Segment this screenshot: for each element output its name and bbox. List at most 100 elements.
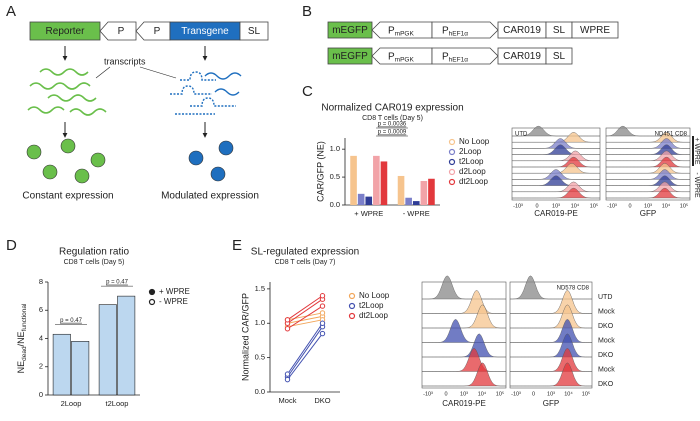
histogram: [510, 348, 592, 372]
legend-label: d2Loop: [459, 167, 486, 176]
construct-row: mEGFP PmPGK PhEF1α CAR019 SL: [327, 47, 573, 65]
histogram: [422, 333, 506, 358]
flow-donor: ND451 CD8: [655, 132, 688, 138]
promoter-label: PmPGK: [388, 25, 414, 37]
series-line: [287, 322, 323, 375]
point: [284, 376, 291, 383]
point: [284, 371, 291, 377]
bar: [117, 295, 136, 396]
panel-letter: B: [302, 3, 312, 20]
histogram: [512, 169, 600, 180]
protein-green: [26, 138, 106, 184]
histogram: [606, 156, 690, 168]
flow-tick-label: 0: [535, 203, 538, 209]
flow-tick-label: 10⁴: [564, 390, 573, 397]
x-tick-label: 2Loop: [61, 399, 82, 408]
gfp-label: mEGFP: [332, 25, 368, 36]
histogram: [606, 181, 690, 192]
sub: hEF1α: [449, 30, 469, 37]
promoter-label: PhEF1α: [442, 25, 468, 37]
flow-tick-label: 10³: [460, 391, 468, 397]
car-label: CAR019: [503, 25, 541, 36]
flow-tick-label: 0: [444, 391, 447, 397]
sl-box: [239, 21, 269, 41]
histogram: [510, 290, 592, 314]
transgene-label: Transgene: [181, 26, 229, 37]
y-tick-label: 1.5: [255, 284, 265, 293]
y-tick-label: 0.5: [330, 172, 340, 181]
legend-label: dt2Loop: [359, 311, 388, 320]
histogram: [606, 150, 690, 161]
flow-tick-label: 10⁵: [496, 390, 504, 397]
sub: hEF1α: [449, 56, 469, 63]
bar: [71, 341, 90, 396]
legend-marker: [148, 298, 156, 306]
bar: [397, 175, 405, 205]
series-line: [287, 295, 323, 321]
flow-frame: [509, 281, 593, 389]
y-tick-label: 2: [39, 362, 43, 371]
histogram: [512, 175, 600, 186]
chart-subtitle: CD8 T cells (Day 7): [275, 259, 336, 266]
y-tick-label: 4: [39, 333, 43, 342]
p: P: [388, 51, 395, 62]
y-tick-label: 8: [39, 277, 43, 286]
y-tick-label: 0.0: [255, 387, 265, 396]
flow-row-label: UTD: [598, 294, 612, 301]
legend-label: No Loop: [459, 137, 490, 146]
histogram: [512, 187, 600, 199]
p: P: [388, 25, 395, 36]
y-tick-label: 0.0: [330, 200, 340, 209]
label-part: NE: [16, 361, 26, 374]
series-line: [287, 315, 323, 324]
sub: mPGK: [395, 30, 415, 37]
construct-row: mEGFP PmPGK PhEF1α CAR019 SL WPRE: [327, 21, 619, 39]
histogram: [422, 290, 506, 314]
flow-tick-label: -10³: [513, 203, 523, 209]
panel-letter: D: [6, 237, 17, 254]
flow-frame: [511, 127, 601, 201]
panel-letter: C: [302, 83, 313, 100]
sl-label: SL: [553, 25, 566, 36]
label-part: dead: [21, 346, 28, 361]
legend-label: - WPRE: [159, 297, 188, 306]
series-line: [287, 305, 323, 330]
histogram: [510, 333, 592, 358]
flow-row-label: DKO: [598, 381, 614, 388]
bar: [350, 155, 357, 205]
legend-marker: [448, 178, 456, 186]
bar: [357, 193, 365, 205]
flow-tick-label: -10³: [511, 391, 521, 397]
p: P: [442, 25, 449, 36]
chart-title: Normalized CAR019 expression: [321, 103, 463, 114]
flow-tick-label: -10³: [607, 203, 617, 209]
legend-label: No Loop: [359, 291, 390, 300]
annotation: p = 0.47: [60, 318, 83, 324]
y-tick-label: 6: [39, 305, 43, 314]
y-axis-label: CAR/GFP (NE): [315, 141, 325, 202]
chart-title: Regulation ratio: [59, 247, 129, 258]
bar: [412, 201, 420, 205]
y-axis-label: Normalized CAR/GFP: [240, 293, 250, 381]
point: [319, 303, 326, 309]
histogram: [510, 362, 592, 387]
panel-letter: A: [6, 3, 16, 20]
flow-row-label: Mock: [598, 366, 615, 373]
flow-row-label: DKO: [598, 323, 614, 330]
y-tick-label: 0: [39, 390, 43, 399]
histogram: [512, 181, 600, 192]
flow-x-label: GFP: [640, 209, 656, 218]
histogram: [512, 138, 600, 149]
point: [319, 330, 326, 337]
legend-label: 2Loop: [459, 147, 482, 156]
reporter-label: Reporter: [46, 26, 86, 37]
series-line: [287, 326, 323, 378]
bar: [405, 197, 412, 205]
flow-x-label: CAR019-PE: [442, 399, 486, 408]
side-label: - WPRE: [693, 172, 700, 198]
histogram: [606, 163, 690, 174]
caption: Constant expression: [22, 191, 113, 202]
histogram: [606, 144, 690, 155]
x-tick-label: DKO: [314, 396, 330, 405]
